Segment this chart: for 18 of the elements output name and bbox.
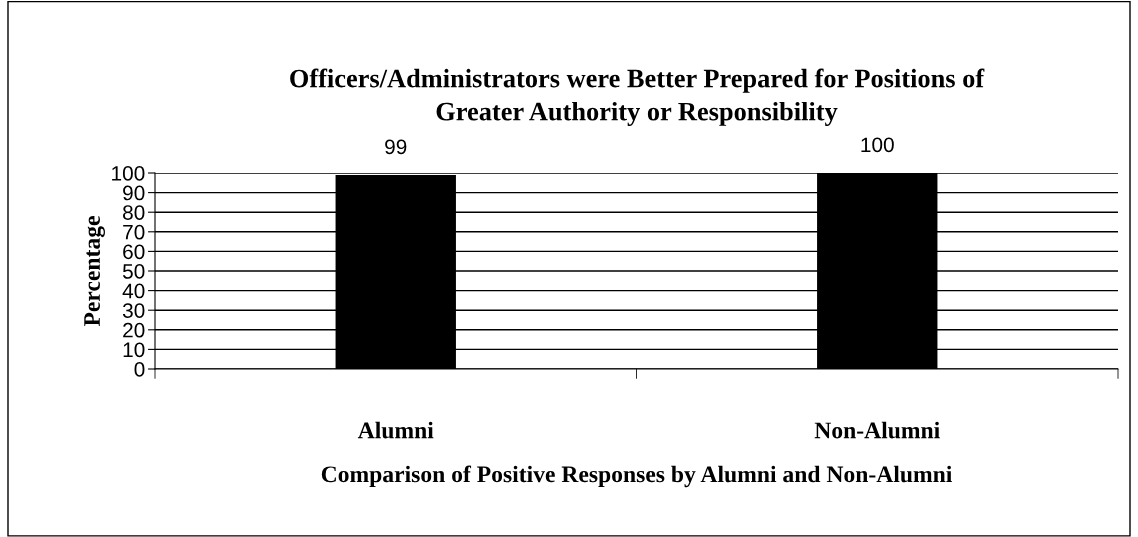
y-tick-label: 70	[123, 224, 145, 240]
x-tick-label: Non-Alumni	[814, 421, 940, 439]
data-label: 100	[861, 137, 894, 153]
y-tick-label: 10	[123, 342, 145, 358]
y-tick-label: 100	[112, 166, 145, 181]
data-label: 99	[385, 139, 407, 155]
y-tick-label: 30	[122, 303, 145, 318]
y-tick-label: 80	[123, 205, 145, 220]
y-tick-label: 50	[122, 264, 145, 279]
y-tick-label: 90	[123, 185, 145, 201]
y-tick-label: 0	[134, 362, 145, 377]
chart-title: Officers/Administrators were Better Prepared for Positions of Greater Authority or Responsibility	[290, 68, 985, 126]
y-tick-label: 60	[123, 244, 145, 260]
y-axis-title: Percentage	[84, 216, 105, 327]
x-tick-label: Alumni	[357, 421, 434, 439]
y-tick-label: 40	[122, 283, 145, 299]
x-axis-title: Comparison of Positive Responses by Alumni and Non-Alumni	[321, 465, 953, 488]
y-tick-label: 20	[123, 322, 145, 338]
